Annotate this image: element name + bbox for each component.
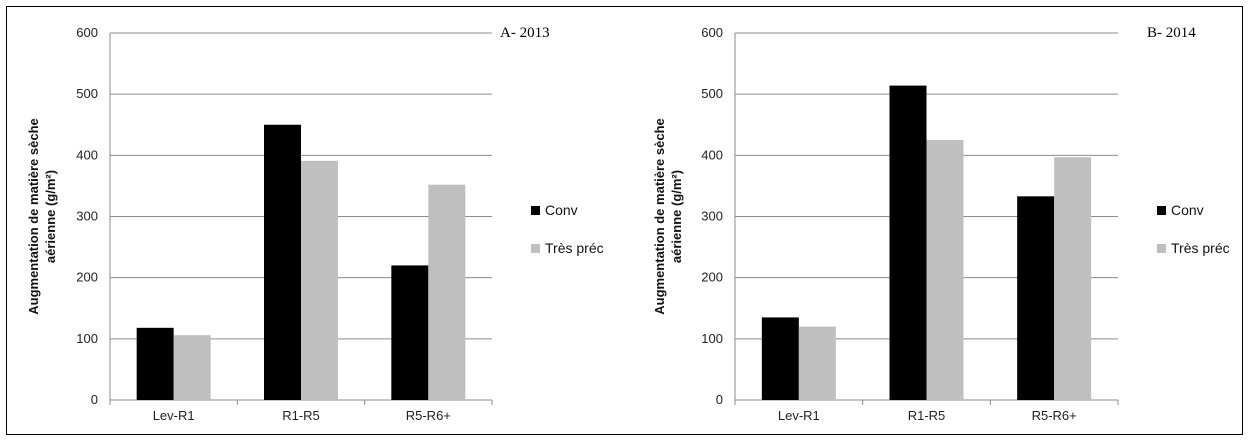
x-tick-label: R5-R6+ — [1032, 408, 1077, 423]
y-tick-label: 400 — [701, 147, 723, 162]
y-tick-label: 200 — [701, 270, 723, 285]
bar-conv-r1-r5 — [889, 85, 927, 400]
legend-label: Conv — [545, 202, 578, 218]
chart-panel-2: 0 100 200 300 400 500 600 Lev-R1 R1-R5 R5-R6+ Augm… — [652, 25, 1230, 423]
bar-tr-s-pr-c-r5-r6- — [1054, 157, 1092, 400]
x-tick-label: R5-R6+ — [406, 408, 451, 423]
figure-frame — [6, 6, 1243, 435]
legend-label: Conv — [1171, 202, 1204, 218]
legend-label: Très préc — [1171, 240, 1230, 256]
bar-conv-lev-r1 — [761, 317, 799, 400]
bar-conv-r5-r6- — [391, 265, 429, 400]
y-tick-label: 300 — [76, 209, 98, 224]
y-axis-label: Augmentation de matière sèche aérienne (g… — [26, 118, 58, 315]
y-tick-label: 200 — [76, 270, 98, 285]
legend-label: Très préc — [545, 240, 604, 256]
legend: Conv Très préc — [1157, 202, 1230, 256]
y-axis-label-line: aérienne (g/m²) — [43, 170, 58, 263]
bar-tr-s-pr-c-lev-r1 — [798, 326, 836, 400]
x-tick-label: R1-R5 — [282, 408, 320, 423]
y-tick-label: 500 — [701, 86, 723, 101]
legend-swatch — [1157, 244, 1166, 253]
legend-swatch — [531, 244, 540, 253]
y-tick-label: 100 — [76, 331, 98, 346]
y-tick-label: 500 — [76, 86, 98, 101]
y-tick-label: 300 — [701, 209, 723, 224]
x-tick-label: Lev-R1 — [153, 408, 195, 423]
y-tick-label: 600 — [76, 25, 98, 40]
bar-conv-r1-r5 — [264, 124, 301, 400]
panel-title: A- 2013 — [500, 25, 550, 41]
y-axis-label-line: Augmentation de matière sèche — [652, 118, 667, 315]
panel-title: B- 2014 — [1147, 25, 1196, 41]
chart-panel-1: 0 100 200 300 400 500 600 Lev-R1 R1-R5 R5-R6+ Augm… — [26, 25, 604, 423]
legend-swatch — [1157, 206, 1166, 215]
bar-tr-s-pr-c-r1-r5 — [926, 140, 964, 400]
y-tick-label: 0 — [716, 392, 723, 407]
x-tick-label: Lev-R1 — [778, 408, 820, 423]
legend-swatch — [531, 206, 540, 215]
legend: Conv Très préc — [531, 202, 604, 256]
y-axis-label-line: aérienne (g/m²) — [669, 170, 684, 263]
bar-tr-s-pr-c-r5-r6- — [428, 184, 466, 400]
y-tick-label: 600 — [701, 25, 723, 40]
y-axis-label-line: Augmentation de matière sèche — [26, 118, 41, 315]
x-tick-label: R1-R5 — [908, 408, 946, 423]
bar-conv-lev-r1 — [136, 327, 174, 400]
y-tick-label: 400 — [76, 147, 98, 162]
bar-tr-s-pr-c-lev-r1 — [173, 335, 211, 400]
bar-conv-r5-r6- — [1017, 196, 1055, 400]
bar-tr-s-pr-c-r1-r5 — [301, 160, 338, 400]
y-tick-label: 100 — [701, 331, 723, 346]
y-tick-label: 0 — [91, 392, 98, 407]
y-axis-label: Augmentation de matière sèche aérienne (g… — [652, 118, 684, 315]
